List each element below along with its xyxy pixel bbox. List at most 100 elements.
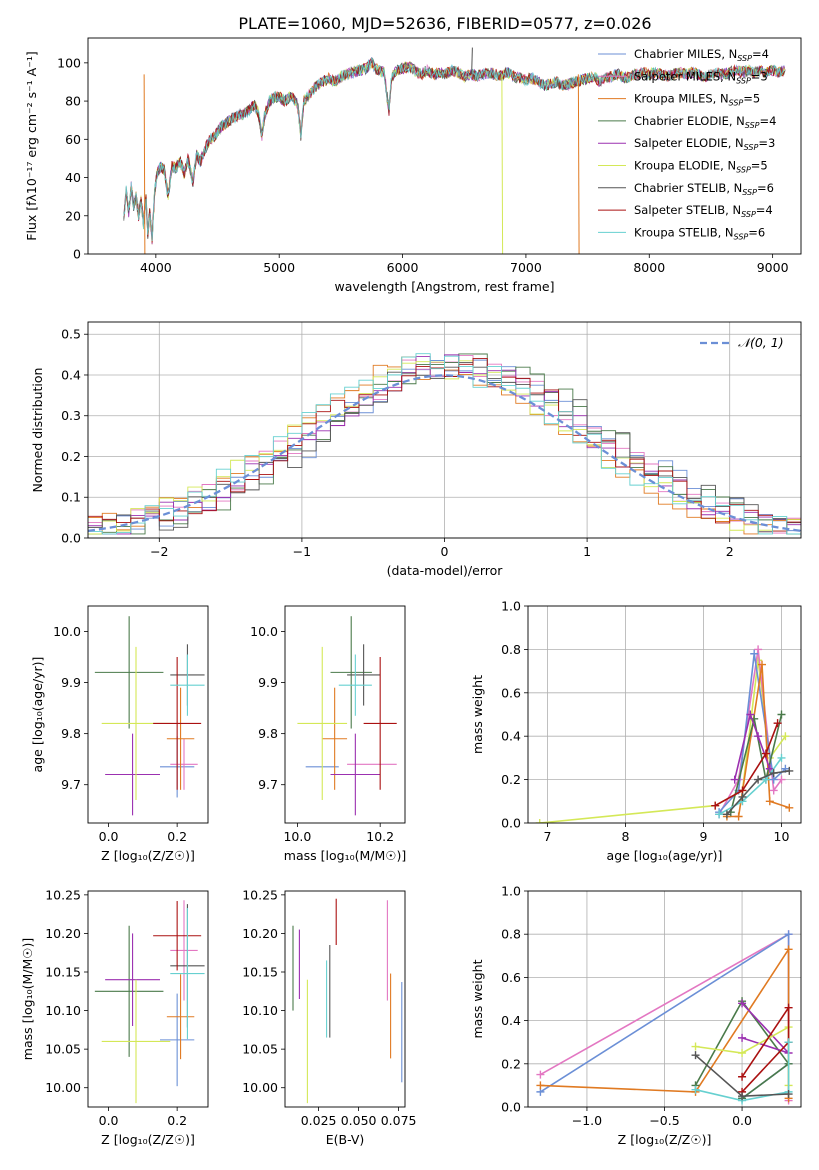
points-mass_vs_Z [94, 900, 205, 1104]
spectrum-dropout-chabrier_stelib [471, 47, 473, 75]
axes-age_vs_Z: 0.0 0.2 9.7 9.8 9.9 10.0 Z [log₁₀(Z/Z☉)] age [l… [30, 624, 195, 863]
series-marker-kroupa_miles [536, 1081, 545, 1090]
series-marker-kroupa_stelib [715, 810, 724, 819]
y-tick-label: 10.00 [45, 1080, 81, 1095]
y-tick-label: 10.25 [242, 887, 278, 902]
series-marker-salpeter_elodie [765, 764, 774, 773]
legend-label-kroupa_stelib: Kroupa STELIB, NSSP=6 [634, 225, 765, 241]
weight_vs_Z-frame [527, 890, 802, 1108]
series-marker-kroupa_miles [758, 660, 766, 669]
series-marker-salpeter_stelib [784, 1003, 793, 1012]
series-marker-kroupa_miles [784, 945, 793, 954]
y-tick-label: 0.6 [501, 970, 521, 985]
y-tick-label: 10.20 [242, 926, 278, 941]
y-axis-label: age [log₁₀(age/yr)] [30, 657, 45, 773]
y-tick-label: 9.9 [258, 675, 278, 690]
y-tick-label: 0.2 [501, 772, 521, 787]
legend-label-kroupa_elodie: Kroupa ELODIE, NSSP=5 [634, 159, 768, 175]
y-tick-label: 10.05 [242, 1042, 278, 1057]
y-tick-label: 0.8 [501, 927, 521, 942]
series-line-salpeter_stelib [741, 1004, 790, 1093]
spectrum-dropout-kroupa_miles [577, 74, 580, 254]
spectrum-frame [87, 37, 802, 255]
y-axis-label: mass weight [470, 959, 485, 1038]
series-marker-kroupa_elodie [738, 1049, 747, 1057]
weight_vs_age-frame [527, 605, 802, 824]
y-tick-label: 9.8 [258, 726, 278, 741]
normal-curve [88, 374, 801, 533]
series-weight_vs_age [535, 645, 794, 823]
x-axis-label: Z [log₁₀(Z/Z☉)] [618, 1132, 712, 1147]
series-marker-salpeter_stelib [738, 1072, 747, 1081]
x-axis-label: (data-model)/error [387, 563, 504, 578]
axes-spectrum: 4000 5000 6000 7000 8000 9000 0 20 40 60 80 100 wave… [24, 51, 789, 294]
x-tick-label: 6000 [387, 260, 419, 275]
y-tick-label: 10.10 [45, 1003, 81, 1018]
x-axis-label: Z [log₁₀(Z/Z☉)] [101, 848, 195, 863]
axes-mass_vs_Z: 0.0 0.2 10.00 10.05 10.10 10.15 10.20 10.25 Z [l… [20, 887, 195, 1147]
x-tick-label: 0.075 [381, 1113, 417, 1128]
y-tick-label: 0.2 [501, 1056, 521, 1071]
x-tick-label: 5000 [263, 260, 295, 275]
x-tick-label: −1.0 [572, 1113, 602, 1128]
series-marker-salpeter_elodie [738, 999, 747, 1008]
x-tick-label: 0.2 [167, 1113, 187, 1128]
x-tick-label: 0.2 [167, 829, 187, 844]
series-marker-chabrier_stelib [722, 810, 731, 819]
series-marker-kroupa_elodie [781, 732, 790, 741]
legend-label-normal: 𝒩(0, 1) [738, 335, 784, 350]
series-marker-chabrier_stelib [784, 1090, 793, 1099]
x-axis-label: E(B-V) [326, 1132, 365, 1147]
spectrum-dropout-kroupa_miles [143, 74, 146, 254]
axes-age_vs_mass: 10.0 10.2 9.7 9.8 9.9 10.0 mass [log₁₀(M/M☉)] [250, 624, 406, 863]
x-tick-label: −0.5 [649, 1113, 679, 1128]
spectrum-legend: Chabrier MILES, NSSP=4 Salpeter MILES, NS… [598, 47, 776, 241]
residuals-frame [87, 321, 802, 539]
x-tick-label: 0.025 [301, 1113, 337, 1128]
y-tick-label: 0.1 [61, 490, 81, 505]
x-axis-label: Z [log₁₀(Z/Z☉)] [101, 1132, 195, 1147]
y-tick-label: 10.0 [250, 624, 278, 639]
x-tick-label: 7 [544, 829, 552, 844]
y-tick-label: 0.8 [501, 642, 521, 657]
points-mass_vs_ebv [292, 898, 403, 1104]
y-tick-label: 0.4 [61, 367, 81, 382]
y-tick-label: 9.9 [61, 675, 81, 690]
legend-label-chabrier_elodie: Chabrier ELODIE, NSSP=4 [634, 114, 776, 130]
mass_vs_ebv-frame [284, 890, 406, 1108]
series-line-salpeter_elodie [741, 1002, 790, 1054]
y-tick-label: 0.4 [501, 729, 521, 744]
residual-hist-salpeter_stelib [88, 357, 801, 532]
y-tick-label: 10.10 [242, 1003, 278, 1018]
legend-label-chabrier_stelib: Chabrier STELIB, NSSP=6 [634, 181, 774, 197]
y-axis-label: mass [log₁₀(M/M☉)] [20, 938, 35, 1060]
axes-mass_vs_ebv: 0.025 0.050 0.075 10.00 10.05 10.10 10.15 10.20… [242, 887, 416, 1147]
y-tick-label: 10.00 [242, 1080, 278, 1095]
series-line-chabrier_elodie [730, 714, 783, 813]
legend-label-kroupa_miles: Kroupa MILES, NSSP=5 [634, 92, 760, 108]
mass_vs_Z-frame [87, 890, 209, 1108]
y-tick-label: 10.20 [45, 926, 81, 941]
legend-label-salpeter_stelib: Salpeter STELIB, NSSP=4 [634, 203, 773, 219]
y-tick-label: 10.15 [242, 965, 278, 980]
y-tick-label: 1.0 [501, 599, 521, 614]
y-tick-label: 0.5 [61, 327, 81, 342]
x-axis-label: wavelength [Angstrom, rest frame] [334, 279, 554, 294]
series-marker-salpeter_elodie [754, 732, 763, 741]
legend-label-salpeter_miles: Salpeter MILES, NSSP=3 [634, 69, 768, 85]
spectrum-dropout-kroupa_elodie [501, 74, 504, 254]
y-axis-label: Flux [fλ10⁻¹⁷ erg cm⁻² s⁻¹ A⁻¹] [24, 51, 39, 240]
series-line-kroupa_stelib [695, 1042, 790, 1102]
y-tick-label: 0.0 [61, 531, 81, 546]
x-tick-label: 1 [583, 544, 591, 559]
series-marker-kroupa_miles [765, 797, 774, 806]
residual-histograms [88, 353, 801, 535]
series-marker-kroupa_elodie [535, 819, 544, 823]
x-tick-label: 10 [774, 829, 790, 844]
series-line-salpeter_elodie [733, 711, 771, 780]
x-tick-label: 0 [441, 544, 449, 559]
series-line-kroupa_stelib [718, 757, 783, 815]
series-marker-chabrier_elodie [777, 710, 786, 719]
y-tick-label: 0.0 [501, 1100, 521, 1115]
x-tick-label: −2 [150, 544, 168, 559]
